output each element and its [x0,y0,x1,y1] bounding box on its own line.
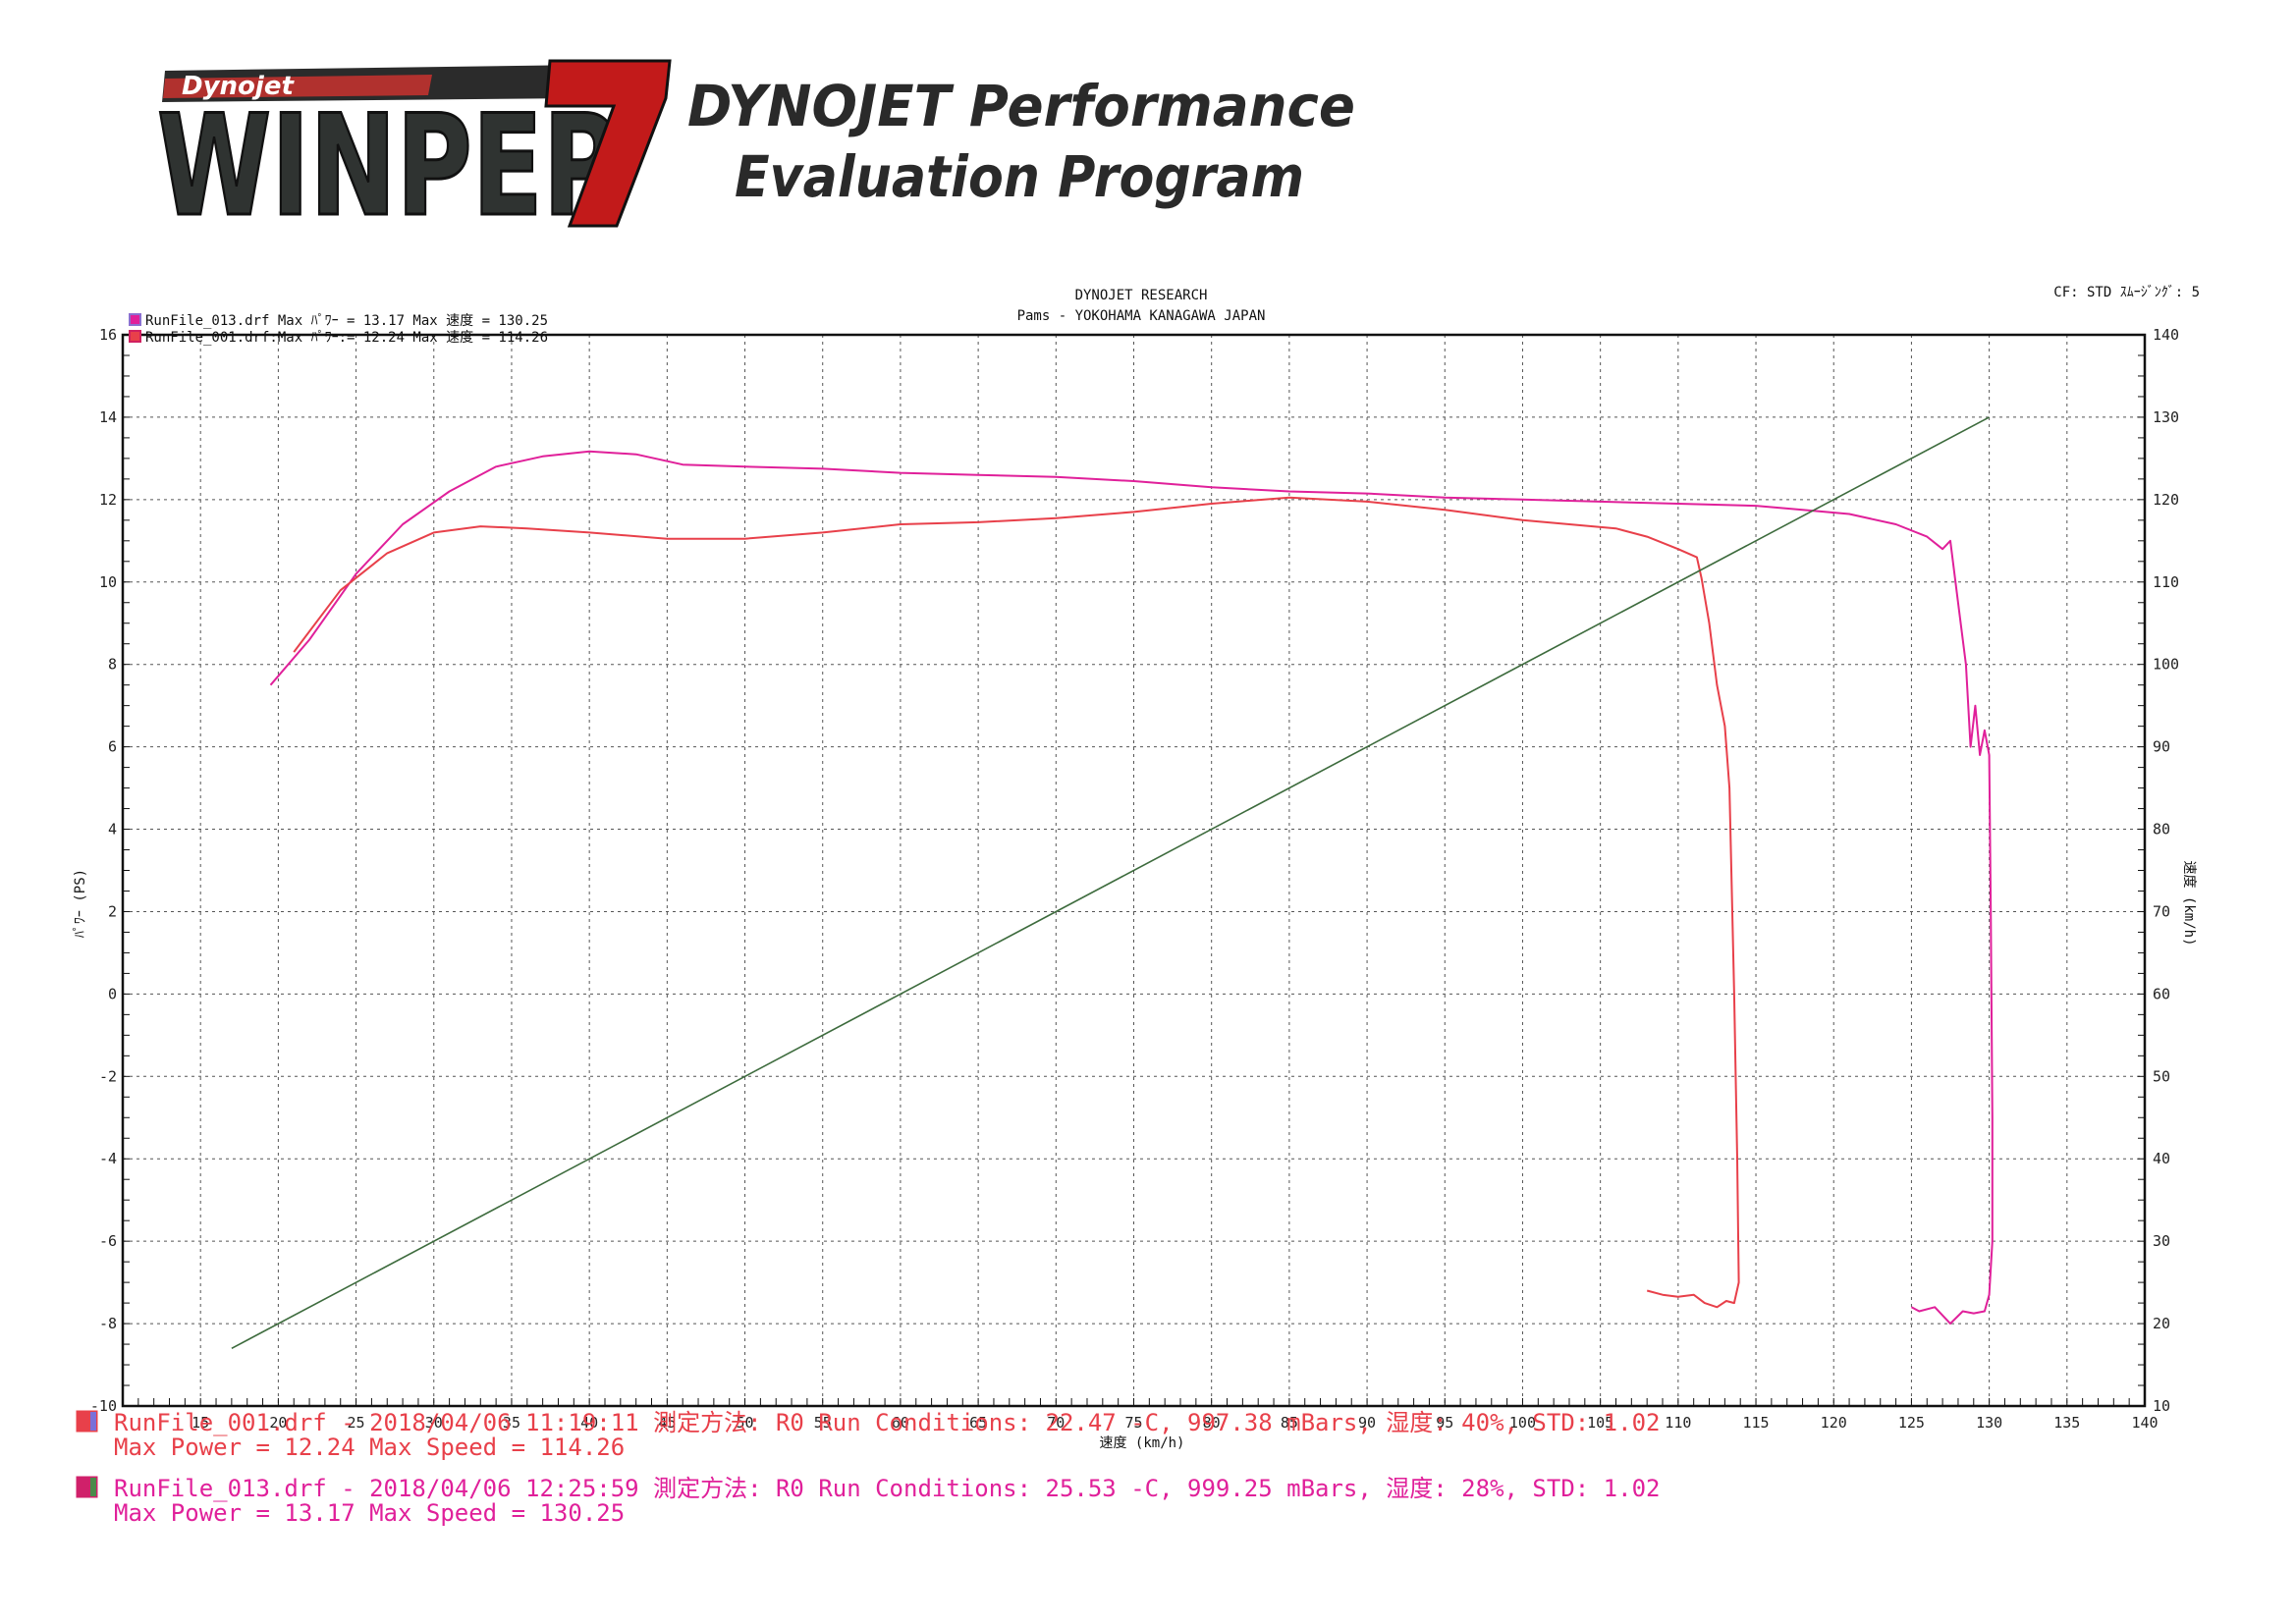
legend-swatch-run013 [129,313,141,326]
y2-tick-label-70: 70 [2153,902,2170,920]
x-tick-label-45: 45 [658,1414,676,1432]
x-tick-label-105: 105 [1587,1414,1613,1432]
seven-numeral [544,59,672,228]
header-org: DYNOJET RESEARCH [1075,288,1208,303]
header-cf: CF: STD ｽﾑｰｼﾞﾝｸﾞ: 5 [2053,285,2200,300]
x-tick-labels: 15 20 25 30 35 40 45 50 55 60 65 70 75 80 85 90 95 100 105… [191,1414,2158,1432]
x-tick-label-35: 35 [503,1414,520,1432]
y2-axis-label: 速度 (km/h) [2181,860,2197,946]
x-tick-label-115: 115 [1742,1414,1769,1432]
grid [122,334,2146,1407]
y-tick-label-12: 12 [99,491,117,509]
y2-tick-labels: 10 20 30 40 50 60 70 80 90 100 110 120 130 140 [2153,326,2179,1415]
run-swatch-001-mark [90,1412,96,1431]
dynojet-brand-text: Dynojet [182,72,295,101]
x-tick-label-15: 15 [191,1414,209,1432]
run-info-013: RunFile_013.drf - 2018/04/06 12:25:59 測定… [76,1475,1660,1527]
x-tick-label-65: 65 [969,1414,987,1432]
y-tick-label-10: 10 [99,573,117,591]
y2-tick-label-80: 80 [2153,821,2170,839]
y2-tick-label-130: 130 [2153,408,2179,426]
x-tick-label-130: 130 [1976,1414,2002,1432]
tagline-line1: DYNOJET Performance [687,73,1355,139]
x-tick-label-20: 20 [269,1414,287,1432]
y2-tick-label-100: 100 [2153,656,2179,674]
x-tick-label-95: 95 [1436,1414,1453,1432]
tagline-line2: Evaluation Program [735,143,1304,210]
x-tick-label-25: 25 [348,1414,365,1432]
y-tick-label-0: 0 [108,985,117,1002]
run-info-001-line1: RunFile_001.drf - 2018/04/06 11:19:11 測定… [114,1409,1660,1436]
legend-top: RunFile_013.drf Max ﾊﾟﾜｰ = 13.17 Max 速度 … [129,313,548,346]
plot-frame [121,333,2147,1408]
series-run001-power [293,496,1740,1309]
x-tick-label-140: 140 [2131,1414,2158,1432]
x-tick-label-70: 70 [1047,1414,1065,1432]
header-location: Pams - YOKOHAMA KANAGAWA JAPAN [1017,308,1266,324]
y2-tick-label-60: 60 [2153,985,2170,1002]
run-info-013-line2: Max Power = 13.17 Max Speed = 130.25 [114,1499,625,1527]
y2-tick-label-40: 40 [2153,1150,2170,1167]
run-swatch-013-mark [90,1478,96,1496]
x-tick-label-100: 100 [1509,1414,1536,1432]
y-tick-label-6: 6 [108,738,117,756]
y2-tick-label-110: 110 [2153,573,2179,591]
y2-tick-label-10: 10 [2153,1397,2170,1415]
y-axis-label: ﾊﾟﾜｰ (PS) [73,869,88,938]
x-tick-label-50: 50 [737,1414,754,1432]
winpep-logo: Dynojet WINPEP DYNOJET Performance Evalu… [156,59,1355,249]
y2-tick-label-120: 120 [2153,491,2179,509]
x-tick-label-85: 85 [1281,1414,1298,1432]
x-tick-label-135: 135 [2053,1414,2080,1432]
x-tick-label-40: 40 [580,1414,598,1432]
y-tick-label--6: -6 [99,1232,117,1250]
x-tick-label-90: 90 [1358,1414,1376,1432]
y2-tick-label-30: 30 [2153,1232,2170,1250]
series [231,416,1994,1350]
y-tick-label-14: 14 [99,408,117,426]
series-run013-power [269,450,1994,1325]
y-tick-label--8: -8 [99,1315,117,1332]
legend-swatch-run001 [129,330,141,343]
y-tick-label--4: -4 [99,1150,117,1167]
y2-tick-label-50: 50 [2153,1067,2170,1085]
y2-tick-label-90: 90 [2153,738,2170,756]
run-info-001-line2: Max Power = 12.24 Max Speed = 114.26 [114,1434,625,1461]
legend-entry-run001: RunFile_001.drf:Max ﾊﾟﾜｰ:= 12.24 Max 速度 … [145,330,548,346]
x-tick-label-80: 80 [1203,1414,1221,1432]
run-info-013-line1: RunFile_013.drf - 2018/04/06 12:25:59 測定… [114,1475,1660,1502]
x-tick-label-55: 55 [814,1414,832,1432]
x-axis-label: 速度 (km/h) [1099,1435,1184,1451]
legend-entry-run013: RunFile_013.drf Max ﾊﾟﾜｰ = 13.17 Max 速度 … [145,313,548,329]
y-tick-label-16: 16 [99,326,117,344]
x-tick-label-110: 110 [1665,1414,1691,1432]
x-tick-label-30: 30 [425,1414,443,1432]
winpep-wordmark: WINPEP [157,85,619,247]
run-info-001: RunFile_001.drf - 2018/04/06 11:19:11 測定… [76,1409,1660,1461]
x-tick-label-125: 125 [1898,1414,1925,1432]
series-speed-line [231,416,1990,1350]
x-tick-label-75: 75 [1124,1414,1142,1432]
y2-tick-label-140: 140 [2153,326,2179,344]
x-tick-label-60: 60 [892,1414,909,1432]
y2-tick-label-20: 20 [2153,1315,2170,1332]
y-tick-label-2: 2 [108,902,117,920]
x-tick-label-120: 120 [1821,1414,1847,1432]
y-tick-label-8: 8 [108,656,117,674]
y-tick-label-4: 4 [108,821,117,839]
y-tick-label--2: -2 [99,1067,117,1085]
